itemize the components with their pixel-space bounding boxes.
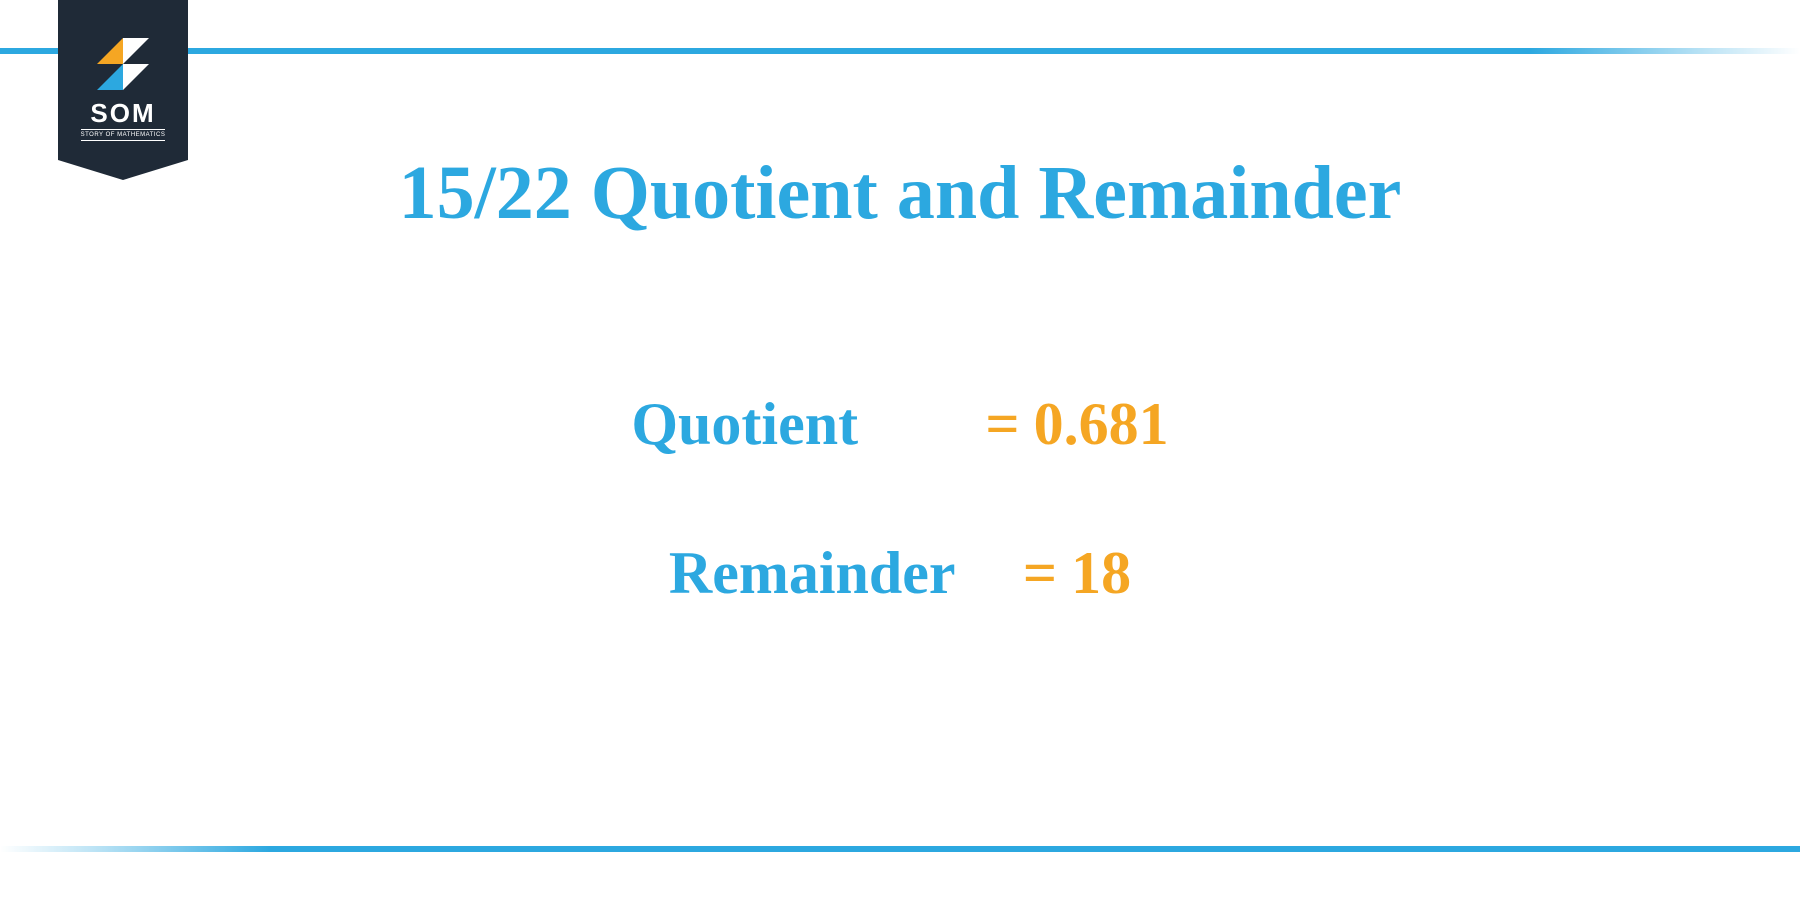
logo-tagline: STORY OF MATHEMATICS — [81, 129, 166, 141]
remainder-label: Remainder — [669, 539, 1009, 608]
quotient-row: Quotient = 0.681 — [631, 390, 1168, 459]
page-title: 15/22 Quotient and Remainder — [0, 150, 1800, 237]
results-container: Quotient = 0.681 Remainder = 18 — [0, 390, 1800, 608]
remainder-value: 18 — [1071, 539, 1131, 608]
logo-badge: SOM STORY OF MATHEMATICS — [58, 0, 188, 160]
quotient-value: 0.681 — [1034, 390, 1169, 459]
quotient-label: Quotient — [631, 390, 971, 459]
equals-sign: = — [1023, 539, 1057, 608]
top-divider-line — [0, 48, 1800, 54]
equals-sign: = — [985, 390, 1019, 459]
remainder-row: Remainder = 18 — [669, 539, 1131, 608]
logo-icon — [97, 38, 149, 90]
bottom-divider-line — [0, 846, 1800, 852]
logo-text: SOM — [90, 100, 155, 126]
